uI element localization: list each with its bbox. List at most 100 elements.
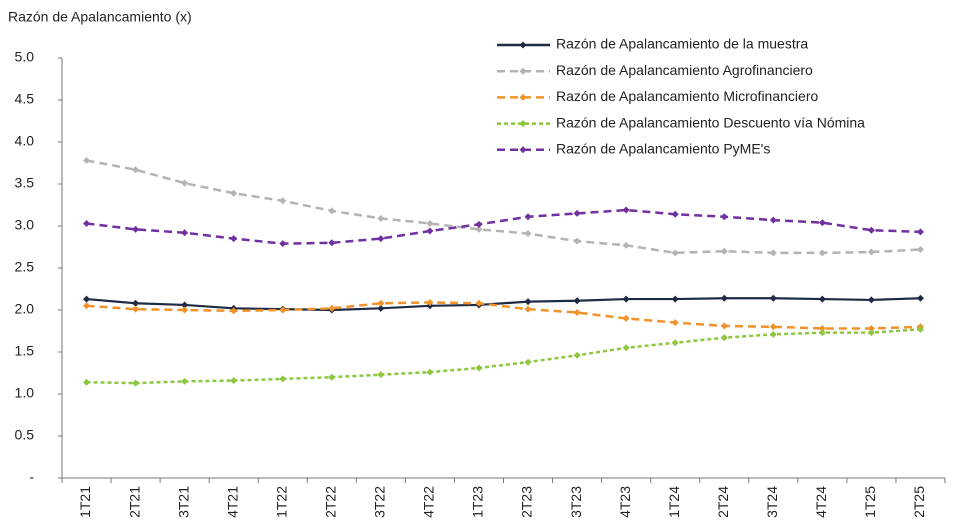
legend-label: Razón de Apalancamiento Descuento vía Nó… (556, 114, 865, 130)
point (622, 206, 630, 214)
point (475, 220, 483, 228)
x-tick-label: 2T23 (519, 486, 535, 518)
series-line (86, 297, 921, 312)
point (769, 249, 777, 257)
point (524, 358, 532, 366)
point (377, 371, 385, 379)
point (916, 325, 924, 333)
x-tick-label: 2T24 (715, 486, 731, 518)
point (328, 207, 336, 215)
point (622, 295, 630, 303)
point (279, 197, 287, 205)
point (720, 294, 728, 302)
y-tick-label: 1.5 (15, 343, 35, 359)
point (426, 219, 434, 227)
point (132, 166, 140, 174)
point (867, 329, 875, 337)
point (573, 309, 581, 317)
x-tick-label: 1T21 (77, 486, 93, 518)
point (818, 324, 826, 332)
point (818, 295, 826, 303)
point (867, 248, 875, 256)
point (132, 379, 140, 387)
point (279, 375, 287, 383)
point (377, 235, 385, 243)
point (230, 377, 238, 385)
y-tick-label: 3.5 (15, 175, 35, 191)
point (671, 339, 679, 347)
y-tick-label: 2.5 (15, 259, 35, 275)
chart-title: Razón de Apalancamiento (x) (8, 9, 192, 25)
legend-label: Razón de Apalancamiento Agrofinanciero (556, 62, 813, 78)
point (328, 304, 336, 312)
point (524, 213, 532, 221)
point (181, 306, 189, 314)
series-line (86, 208, 921, 245)
point (622, 241, 630, 249)
point (426, 298, 434, 306)
point (83, 302, 91, 310)
point (573, 209, 581, 217)
point (279, 240, 287, 248)
x-tick-label: 2T25 (911, 486, 927, 518)
point (83, 378, 91, 386)
y-tick-label: - (29, 469, 34, 485)
point (475, 225, 483, 233)
point (573, 297, 581, 305)
point (475, 364, 483, 372)
x-tick-label: 2T22 (323, 486, 339, 518)
point (524, 298, 532, 306)
point (671, 249, 679, 257)
legend-label: Razón de Apalancamiento de la muestra (556, 36, 808, 52)
point (867, 324, 875, 332)
legend-marker (519, 120, 527, 128)
point (426, 368, 434, 376)
point (818, 249, 826, 257)
point (83, 295, 91, 303)
legend-marker (519, 41, 527, 49)
x-tick-label: 4T21 (224, 486, 240, 518)
x-tick-label: 1T25 (862, 486, 878, 518)
point (230, 235, 238, 243)
point (671, 295, 679, 303)
point (818, 219, 826, 227)
point (181, 179, 189, 187)
point (524, 230, 532, 238)
x-tick-label: 1T22 (273, 486, 289, 518)
x-tick-label: 2T21 (126, 486, 142, 518)
x-tick-label: 3T22 (372, 486, 388, 518)
legend-label: Razón de Apalancamiento Microfinanciero (556, 88, 818, 104)
x-tick-label: 4T23 (617, 486, 633, 518)
point (720, 322, 728, 330)
point (426, 227, 434, 235)
point (181, 229, 189, 237)
point (671, 319, 679, 327)
point (83, 219, 91, 227)
legend-marker (519, 146, 527, 154)
legend-marker (519, 93, 527, 101)
x-tick-label: 1T24 (666, 486, 682, 518)
point (720, 334, 728, 342)
y-tick-label: 4.0 (15, 133, 35, 149)
point (132, 225, 140, 233)
x-tick-label: 3T24 (764, 486, 780, 518)
point (867, 296, 875, 304)
x-tick-label: 3T21 (175, 486, 191, 518)
point (328, 239, 336, 247)
y-tick-label: 4.5 (15, 91, 35, 107)
point (573, 351, 581, 359)
point (524, 305, 532, 313)
point (83, 156, 91, 164)
point (377, 304, 385, 312)
point (769, 216, 777, 224)
point (230, 307, 238, 315)
point (181, 301, 189, 309)
series-line (86, 328, 921, 385)
y-tick-label: 3.0 (15, 217, 35, 233)
point (622, 314, 630, 322)
point (769, 323, 777, 331)
legend-marker (519, 67, 527, 75)
x-tick-label: 4T24 (813, 486, 829, 518)
point (377, 299, 385, 307)
